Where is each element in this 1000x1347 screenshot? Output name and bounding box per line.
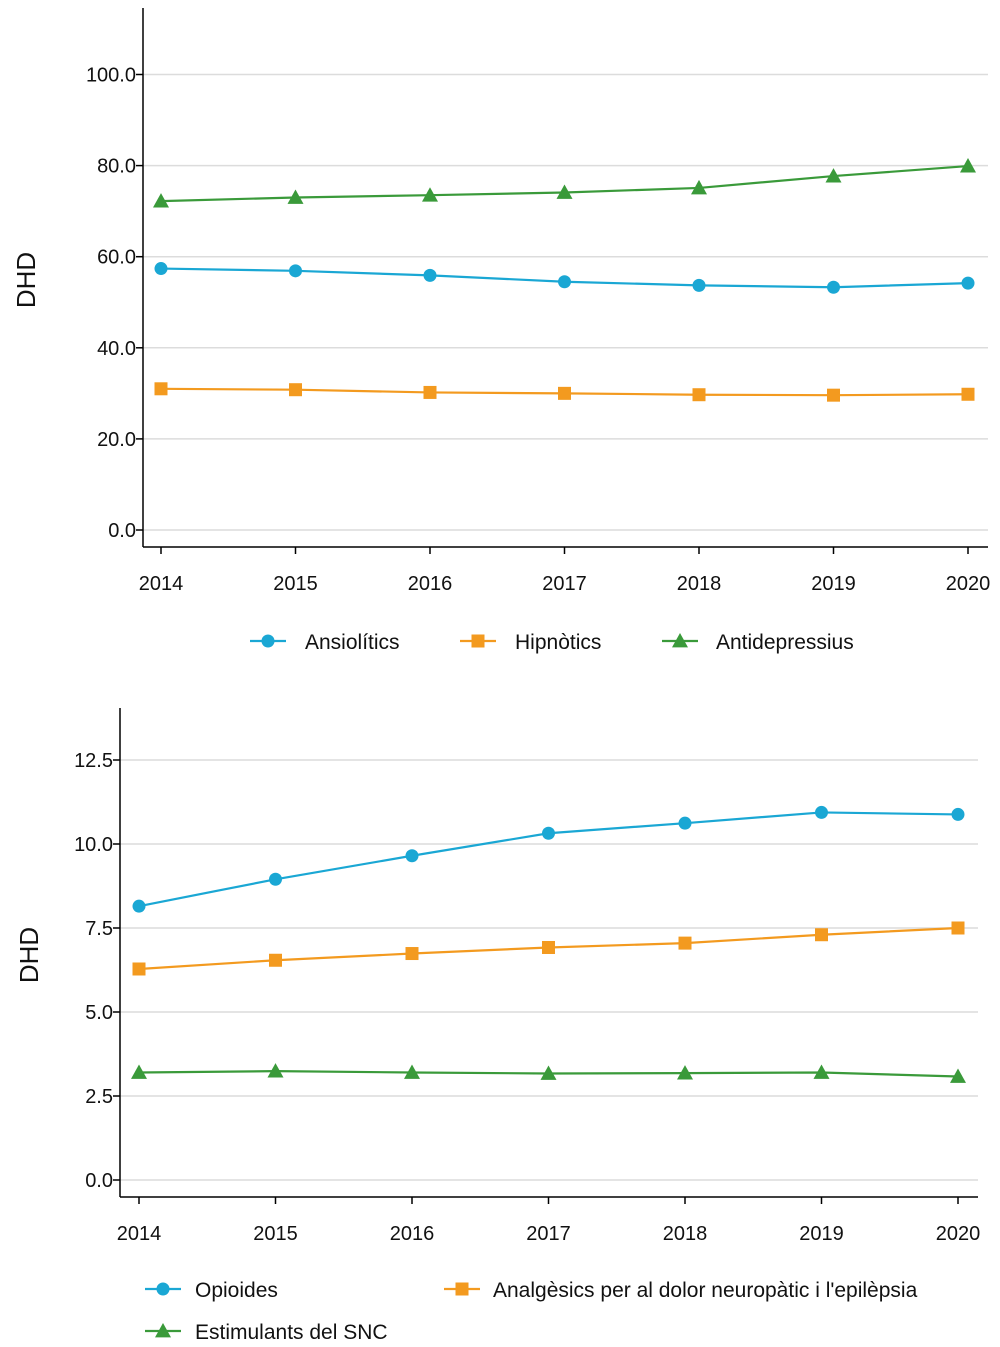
y-axis-title: DHD xyxy=(11,252,41,308)
data-point xyxy=(423,385,437,399)
series-circle xyxy=(154,262,975,294)
data-point xyxy=(556,184,573,199)
y-tick-label: 80.0 xyxy=(97,156,136,178)
data-point xyxy=(269,872,282,886)
y-axis-title: DHD xyxy=(14,927,44,983)
data-point xyxy=(540,1065,557,1080)
series-circle xyxy=(132,805,965,913)
y-tick-label: 10.0 xyxy=(74,834,113,856)
y-tick-label: 7.5 xyxy=(85,918,113,940)
legend-marker xyxy=(261,634,275,648)
data-point xyxy=(405,947,419,961)
legend-marker xyxy=(156,1282,170,1296)
data-point xyxy=(692,388,706,402)
data-point xyxy=(131,1064,147,1079)
data-point xyxy=(154,262,168,276)
data-point xyxy=(951,921,965,935)
data-point xyxy=(815,928,828,942)
x-tick-label: 2014 xyxy=(139,573,184,595)
y-tick-label: 20.0 xyxy=(97,429,136,451)
data-point xyxy=(813,1064,830,1079)
legend-marker xyxy=(155,1323,171,1338)
legend-item: Opioides xyxy=(145,1279,278,1302)
y-tick-label: 0.0 xyxy=(85,1170,113,1192)
x-tick-label: 2016 xyxy=(408,573,453,595)
legend-label: Opioides xyxy=(195,1279,278,1302)
series-line xyxy=(138,811,959,908)
data-point xyxy=(677,1065,693,1080)
series-square xyxy=(154,382,975,402)
data-point xyxy=(154,382,168,396)
data-point xyxy=(692,278,706,292)
x-tick-label: 2015 xyxy=(273,573,318,595)
data-point xyxy=(960,158,976,173)
chart-2: 0.0 2.5 5.0 7.5 10.0 12.5 2014 2015 2016 2017 2018… xyxy=(14,708,980,1344)
data-point xyxy=(423,268,437,282)
data-point xyxy=(815,805,828,819)
data-point xyxy=(950,1068,966,1083)
data-point xyxy=(405,849,419,863)
data-point xyxy=(558,386,571,400)
data-point xyxy=(542,940,555,954)
x-tick-label: 2014 xyxy=(117,1223,162,1245)
x-tick-label: 2018 xyxy=(677,573,722,595)
x-tick-label: 2016 xyxy=(390,1223,435,1245)
legend-label: Antidepressius xyxy=(716,631,854,654)
legend-marker xyxy=(471,634,485,648)
chart-1: 0.0 20.0 40.0 60.0 80.0 100.0 2014 2015 2016 2017… xyxy=(11,8,990,654)
data-point xyxy=(961,276,975,290)
legend-item: Antidepressius xyxy=(662,631,854,654)
data-point xyxy=(827,280,840,294)
y-tick-label: 40.0 xyxy=(97,338,136,360)
y-tick-label: 5.0 xyxy=(85,1002,113,1024)
data-point xyxy=(678,816,692,830)
legend-item: Ansiolítics xyxy=(250,631,400,654)
legend-item: Hipnòtics xyxy=(460,631,601,654)
y-tick-label: 0.0 xyxy=(108,520,136,542)
data-point xyxy=(825,168,842,183)
y-tick-label: 12.5 xyxy=(74,750,113,772)
x-tick-label: 2018 xyxy=(663,1223,708,1245)
x-tick-label: 2017 xyxy=(542,573,587,595)
series-triangle xyxy=(153,158,976,208)
data-point xyxy=(267,1063,284,1078)
x-tick-label: 2017 xyxy=(526,1223,571,1245)
legend-label: Analgèsics per al dolor neuropàtic i l'e… xyxy=(493,1279,918,1302)
data-point xyxy=(289,383,302,397)
data-point xyxy=(287,189,304,204)
data-point xyxy=(132,899,146,913)
data-point xyxy=(691,179,707,195)
x-tick-label: 2015 xyxy=(253,1223,298,1245)
y-tick-label: 2.5 xyxy=(85,1086,113,1108)
y-tick-label: 60.0 xyxy=(97,247,136,269)
series-square xyxy=(132,921,965,976)
y-tick-label: 100.0 xyxy=(86,65,136,87)
data-point xyxy=(542,826,555,840)
legend-item: Analgèsics per al dolor neuropàtic i l'e… xyxy=(444,1279,918,1302)
data-point xyxy=(132,962,146,976)
data-point xyxy=(678,936,692,950)
legend-item: Estimulants del SNC xyxy=(145,1321,388,1344)
x-tick-label: 2020 xyxy=(936,1223,981,1245)
data-point xyxy=(827,388,840,402)
data-point xyxy=(404,1064,420,1079)
legend-label: Hipnòtics xyxy=(515,631,601,654)
data-point xyxy=(961,387,975,401)
data-point xyxy=(422,187,438,202)
data-point xyxy=(289,264,302,278)
legend-marker xyxy=(455,1282,469,1296)
data-point xyxy=(269,953,282,967)
data-point xyxy=(951,807,965,821)
x-tick-label: 2019 xyxy=(799,1223,844,1245)
legend-marker xyxy=(672,633,688,648)
legend-label: Ansiolítics xyxy=(305,631,400,654)
x-tick-label: 2020 xyxy=(946,573,991,595)
data-point xyxy=(153,193,169,208)
series-triangle xyxy=(131,1063,966,1083)
legend-label: Estimulants del SNC xyxy=(195,1321,388,1344)
data-point xyxy=(558,275,571,289)
x-tick-label: 2019 xyxy=(811,573,856,595)
